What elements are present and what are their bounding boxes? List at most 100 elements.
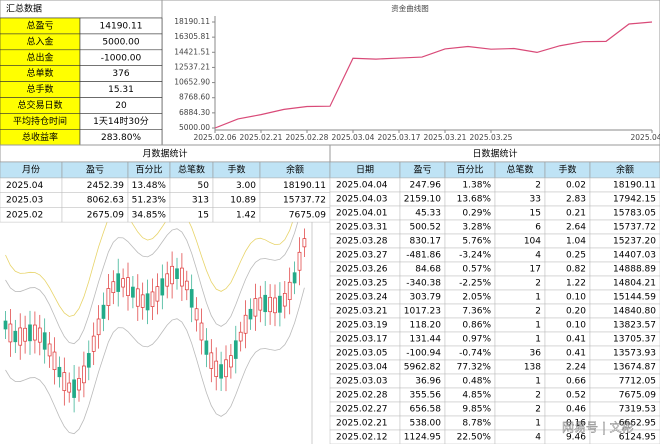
equity-line — [214, 21, 653, 129]
candle-body — [175, 268, 179, 280]
summary-value: 14190.11 — [100, 22, 143, 32]
cell-text: 656.58 — [410, 405, 442, 415]
y-tick-label: 6884.30 — [179, 108, 210, 117]
candle-body — [18, 327, 23, 346]
candle-body — [33, 324, 37, 341]
cell-text: 247.96 — [410, 181, 442, 191]
cell-text: 538.00 — [410, 419, 442, 429]
candle-body — [214, 360, 219, 377]
cell-text: 50 — [198, 181, 210, 191]
cell-text: 9.46 — [566, 433, 586, 443]
summary-label: 总盈亏 — [26, 20, 53, 32]
cell-text: 2 — [535, 307, 541, 317]
summary-value: 283.80% — [101, 133, 141, 143]
summary-label: 总收益率 — [22, 131, 58, 143]
cell-text: 303.79 — [410, 293, 442, 303]
cell-text: 22.50% — [457, 433, 492, 443]
cell-text: 3.28% — [462, 223, 491, 233]
y-tick-label: 5000.00 — [179, 123, 210, 132]
x-tick-label: 2025.03.17 — [378, 133, 421, 142]
y-tick-label: 14421.51 — [174, 47, 210, 56]
candle-body — [121, 278, 125, 288]
candle-body — [219, 364, 223, 379]
candle-body — [253, 298, 258, 317]
cell-text: 15144.59 — [613, 293, 656, 303]
cell-text: 2025.03.25 — [336, 279, 388, 289]
candle-body — [3, 320, 8, 330]
cell-text: 1.42 — [236, 210, 256, 220]
candle-body — [106, 288, 111, 306]
summary-label: 总交易日数 — [17, 99, 62, 111]
column-header: 百分比 — [135, 164, 162, 176]
cell-text: 2.24 — [566, 363, 586, 373]
cell-text: 0.10 — [566, 293, 586, 303]
cell-text: 13573.93 — [613, 349, 656, 359]
candle-body — [194, 308, 199, 321]
cell-text: 2025.04.04 — [336, 181, 388, 191]
cell-text: 18190.11 — [613, 181, 656, 191]
cell-text: -340.38 — [406, 279, 441, 289]
daily-title: 日数据统计 — [472, 148, 517, 160]
cell-text: 45.33 — [415, 209, 441, 219]
candle-body — [238, 331, 243, 342]
cell-text: 2675.09 — [87, 210, 124, 220]
cell-text: 2025.03.26 — [336, 265, 388, 275]
candle-body — [263, 294, 268, 313]
candle-body — [140, 294, 145, 308]
cell-text: 313 — [192, 196, 209, 206]
candle-body — [204, 340, 209, 355]
summary-label: 总单数 — [26, 67, 53, 79]
cell-text: 2025.03.31 — [336, 223, 388, 233]
cell-text: 2025.03 — [6, 196, 43, 206]
candle-body — [224, 359, 228, 378]
cell-text: 2 — [535, 181, 541, 191]
column-header: 余额 — [616, 164, 634, 176]
cell-text: 2025.03.21 — [336, 307, 388, 317]
cell-text: 13.68% — [457, 195, 492, 205]
cell-text: 15737.72 — [283, 196, 326, 206]
cell-text: 2025.03.19 — [336, 321, 388, 331]
cell-text: 4 — [535, 251, 541, 261]
cell-text: 2025.02.12 — [336, 433, 388, 443]
band-lower — [5, 287, 305, 435]
candle-body — [248, 308, 253, 320]
cell-text: 0.16 — [566, 419, 586, 429]
candle-body — [229, 355, 233, 368]
candle-body — [47, 343, 52, 357]
band-upper — [5, 197, 305, 345]
summary-value: 15.31 — [108, 85, 134, 95]
cell-text: -100.94 — [406, 349, 441, 359]
cell-text: 0.66 — [566, 377, 586, 387]
cell-text: 2 — [535, 391, 541, 401]
y-tick-label: 8768.60 — [179, 93, 210, 102]
x-tick-label: 2025.03.21 — [424, 133, 467, 142]
chart-frame — [161, 0, 660, 146]
cell-text: 7.36% — [462, 307, 491, 317]
summary-title: 汇总数据 — [6, 3, 42, 15]
candle-body — [126, 277, 130, 296]
cell-text: 1.22 — [566, 279, 586, 289]
cell-text: 84.68 — [415, 265, 441, 275]
cell-text: 3.00 — [236, 181, 256, 191]
cell-text: 13705.37 — [613, 335, 656, 345]
cell-text: 7319.53 — [619, 405, 656, 415]
candle-image — [0, 177, 330, 444]
candle-body — [77, 378, 81, 391]
candle-body — [189, 289, 194, 308]
candle-body — [23, 327, 27, 342]
cell-text: 0.21 — [566, 209, 586, 219]
cell-text: 13823.57 — [613, 321, 656, 331]
candle-body — [96, 318, 101, 336]
candle-body — [8, 323, 13, 343]
column-header: 总笔数 — [178, 164, 205, 176]
cell-text: 131.44 — [410, 335, 442, 345]
column-header: 总笔数 — [506, 164, 533, 176]
cell-text: 7675.09 — [289, 210, 326, 220]
summary-value: -1000.00 — [101, 53, 142, 63]
candle-body — [258, 297, 263, 311]
candle-body — [292, 272, 297, 284]
cell-text: 7675.09 — [619, 391, 656, 401]
cell-text: 6 — [535, 223, 541, 233]
candle-body — [135, 288, 140, 307]
summary-value: 5000.00 — [102, 37, 139, 47]
